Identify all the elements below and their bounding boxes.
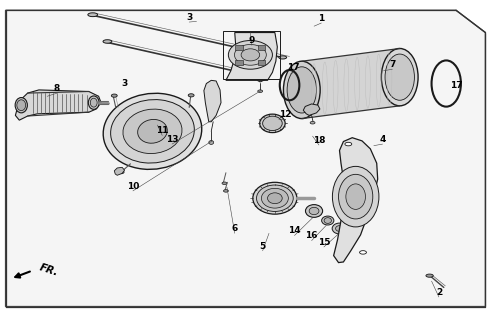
Text: 16: 16 xyxy=(305,231,318,240)
Polygon shape xyxy=(5,10,486,307)
Ellipse shape xyxy=(103,40,112,43)
Ellipse shape xyxy=(241,49,260,61)
Bar xyxy=(235,45,243,50)
Ellipse shape xyxy=(332,166,379,227)
Ellipse shape xyxy=(209,140,214,144)
Ellipse shape xyxy=(15,98,27,113)
Text: 5: 5 xyxy=(260,242,266,251)
Text: FR.: FR. xyxy=(38,262,60,278)
Polygon shape xyxy=(255,71,268,82)
Text: 15: 15 xyxy=(318,238,330,247)
Ellipse shape xyxy=(324,218,331,223)
Text: 6: 6 xyxy=(232,224,238,233)
Ellipse shape xyxy=(346,184,365,209)
Ellipse shape xyxy=(310,122,315,124)
Ellipse shape xyxy=(426,274,433,277)
Ellipse shape xyxy=(332,223,347,234)
Ellipse shape xyxy=(258,90,263,92)
Bar xyxy=(258,60,266,65)
Text: 8: 8 xyxy=(54,84,60,93)
Ellipse shape xyxy=(228,41,273,69)
Text: 3: 3 xyxy=(121,79,127,88)
Text: 2: 2 xyxy=(436,288,442,297)
Text: 14: 14 xyxy=(288,226,301,235)
Ellipse shape xyxy=(305,204,323,217)
Polygon shape xyxy=(114,167,125,175)
Polygon shape xyxy=(15,90,101,120)
Bar xyxy=(258,45,266,50)
Ellipse shape xyxy=(17,100,26,111)
Text: 1: 1 xyxy=(318,14,325,23)
Ellipse shape xyxy=(382,49,418,106)
Text: 4: 4 xyxy=(380,135,386,144)
Polygon shape xyxy=(302,49,400,119)
Ellipse shape xyxy=(263,116,282,131)
Ellipse shape xyxy=(335,226,343,231)
Ellipse shape xyxy=(223,190,228,192)
Text: 10: 10 xyxy=(127,182,139,191)
Ellipse shape xyxy=(322,216,334,225)
Ellipse shape xyxy=(385,54,414,100)
Ellipse shape xyxy=(279,56,287,59)
Bar xyxy=(235,60,243,65)
Ellipse shape xyxy=(253,182,297,214)
Ellipse shape xyxy=(287,67,317,113)
Ellipse shape xyxy=(338,174,373,219)
Ellipse shape xyxy=(118,171,124,174)
Ellipse shape xyxy=(359,251,366,254)
Text: 18: 18 xyxy=(313,136,325,145)
Ellipse shape xyxy=(235,44,266,65)
Ellipse shape xyxy=(246,70,255,76)
Ellipse shape xyxy=(110,100,194,163)
Text: 17: 17 xyxy=(287,63,300,72)
Ellipse shape xyxy=(268,193,282,204)
Ellipse shape xyxy=(188,94,194,97)
Text: 7: 7 xyxy=(389,60,396,69)
Text: 17: 17 xyxy=(450,81,463,90)
Ellipse shape xyxy=(283,61,320,119)
Ellipse shape xyxy=(123,109,182,154)
Text: 11: 11 xyxy=(156,126,168,135)
Ellipse shape xyxy=(222,182,227,185)
Ellipse shape xyxy=(345,142,352,146)
Bar xyxy=(223,31,280,79)
Polygon shape xyxy=(303,104,320,116)
Polygon shape xyxy=(333,138,378,263)
Polygon shape xyxy=(226,33,277,80)
Ellipse shape xyxy=(90,98,97,107)
Text: 13: 13 xyxy=(166,135,178,144)
Ellipse shape xyxy=(88,13,98,17)
Ellipse shape xyxy=(260,114,285,132)
Ellipse shape xyxy=(256,185,293,212)
Text: 12: 12 xyxy=(279,110,292,119)
Text: 9: 9 xyxy=(248,36,255,45)
Ellipse shape xyxy=(236,70,243,73)
Ellipse shape xyxy=(88,96,99,109)
Ellipse shape xyxy=(261,188,288,208)
Ellipse shape xyxy=(137,119,167,143)
Polygon shape xyxy=(204,80,221,122)
Ellipse shape xyxy=(111,94,117,97)
Text: 3: 3 xyxy=(186,13,192,22)
Ellipse shape xyxy=(103,93,202,169)
Ellipse shape xyxy=(309,207,319,215)
